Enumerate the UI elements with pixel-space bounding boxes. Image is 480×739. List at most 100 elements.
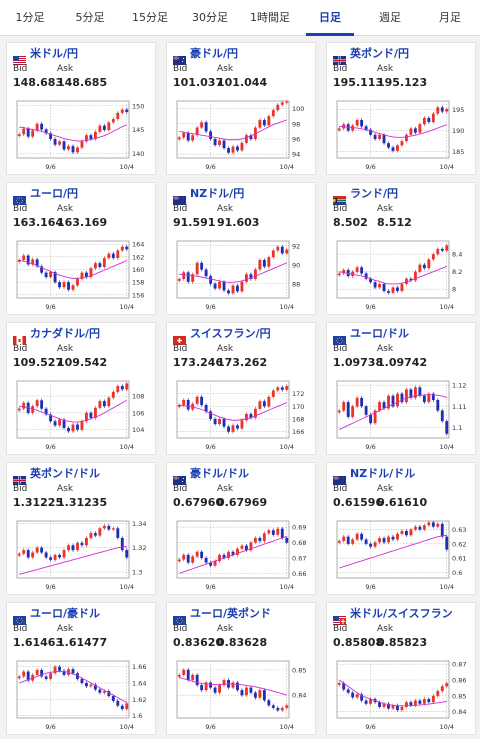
candle	[436, 523, 440, 527]
x-tick-label: 10/4	[439, 583, 454, 591]
candlestick-chart[interactable]: 1.12 1.11 1.1 9/6 10/4	[333, 377, 471, 452]
y-tick-label: 1.6	[132, 712, 142, 720]
candlestick-chart[interactable]: 0.69 0.68 0.67 0.66 9/6 10/4	[173, 517, 311, 592]
candlestick-chart[interactable]: 92 90 88 9/6 10/4	[173, 237, 311, 312]
x-tick-label: 10/4	[439, 723, 454, 731]
pair-name-link[interactable]: 英ポンド/ドル	[30, 467, 101, 480]
pair-name-link[interactable]: カナダドル/円	[30, 327, 101, 340]
currency-card[interactable]: 英ポンド/ドル Bid Ask 1.31225 1.31235 1.34 1.32 1.3 9/…	[6, 462, 156, 595]
candle	[364, 539, 368, 544]
candle	[120, 386, 124, 390]
candlestick-chart[interactable]: 1.34 1.32 1.3 9/6 10/4	[13, 517, 151, 592]
currency-card[interactable]: NZドル/ドル Bid Ask 0.61596 0.61610 0.63 0.62 0.61 0…	[326, 462, 476, 595]
pair-name-link[interactable]: 豪ドル/ドル	[190, 467, 250, 480]
candle	[285, 101, 289, 103]
candle	[355, 267, 359, 272]
bid-label: Bid	[13, 344, 28, 354]
pair-name-link[interactable]: ユーロ/豪ドル	[30, 607, 101, 620]
pair-name-link[interactable]: 豪ドル/円	[190, 47, 239, 60]
pair-name-link[interactable]: 英ポンド/円	[350, 47, 410, 60]
bid-label: Bid	[173, 484, 188, 494]
pair-name-link[interactable]: スイスフラン/円	[190, 327, 271, 340]
candlestick-chart[interactable]: 8.4 8.2 8 9/6 10/4	[333, 237, 471, 312]
flag-icon	[333, 610, 346, 625]
ask-label: Ask	[57, 484, 74, 494]
candle	[236, 682, 239, 691]
y-tick-label: 1.32	[132, 544, 146, 552]
currency-card[interactable]: NZドル/円 Bid Ask 91.591 91.603 92 90 88 9/6 10/4	[166, 182, 316, 315]
currency-card[interactable]: 米ドル/スイスフラン Bid Ask 0.85808 0.85823 0.87 0.86 0.…	[326, 602, 476, 735]
pair-name-link[interactable]: NZドル/ドル	[350, 467, 416, 480]
tab-timeframe[interactable]: 30分足	[192, 11, 228, 24]
tab-timeframe[interactable]: 月足	[439, 11, 461, 24]
x-tick-label: 9/6	[45, 583, 55, 591]
y-tick-label: 185	[452, 148, 464, 156]
candle	[276, 528, 280, 535]
candle	[445, 109, 449, 112]
currency-card[interactable]: 豪ドル/円 Bid Ask 101.037 101.044 100 98 96 94 9/6 10/…	[166, 42, 316, 175]
currency-card[interactable]: カナダドル/円 Bid Ask 109.527 109.542 108 106 104 9/6 1…	[6, 322, 156, 455]
pair-name-link[interactable]: ユーロ/円	[30, 187, 79, 200]
currency-card[interactable]: 豪ドル/ドル Bid Ask 0.67960 0.67969 0.69 0.68 0.67 0.…	[166, 462, 316, 595]
candlestick-chart[interactable]: 0.87 0.86 0.85 0.84 9/6 10/4	[333, 657, 471, 732]
candlestick-chart[interactable]: 150 145 140 9/6 10/4	[13, 97, 151, 172]
pair-name-link[interactable]: ユーロ/ドル	[350, 327, 410, 340]
y-tick-label: 88	[292, 280, 300, 288]
candlestick-chart[interactable]: 164 162 160 158 156 9/6 10/4	[13, 237, 151, 312]
candle	[71, 285, 75, 290]
pair-name-link[interactable]: NZドル/円	[190, 187, 245, 200]
candlestick-chart[interactable]: 100 98 96 94 9/6 10/4	[173, 97, 311, 172]
candlestick-chart[interactable]: 1.66 1.64 1.62 1.6 9/6 10/4	[13, 657, 151, 732]
candlestick-chart[interactable]: 172 170 168 166 9/6 10/4	[173, 377, 311, 452]
currency-card[interactable]: ユーロ/円 Bid Ask 163.164 163.169 164 162 160 158 156…	[6, 182, 156, 315]
candle	[337, 273, 341, 276]
bid-price: 173.246	[173, 356, 224, 369]
candlestick-chart[interactable]: 0.63 0.62 0.61 0.6 9/6 10/4	[333, 517, 471, 592]
tab-timeframe[interactable]: 5分足	[75, 11, 105, 24]
currency-card[interactable]: ユーロ/豪ドル Bid Ask 1.61463 1.61477 1.66 1.64 1.62 1…	[6, 602, 156, 735]
candle	[31, 130, 35, 137]
candle	[71, 545, 75, 551]
currency-card[interactable]: ランド/円 Bid Ask 8.502 8.512 8.4 8.2 8 9/6 10/4	[326, 182, 476, 315]
candle	[76, 279, 79, 286]
tab-timeframe[interactable]: 1時間足	[250, 11, 290, 24]
candle	[26, 550, 30, 558]
candle	[67, 427, 70, 432]
candle	[111, 528, 115, 530]
currency-card[interactable]: スイスフラン/円 Bid Ask 173.246 173.262 172 170 168 166…	[166, 322, 316, 455]
tab-timeframe[interactable]: 1分足	[15, 11, 45, 24]
tab-timeframe[interactable]: 15分足	[132, 11, 168, 24]
candlestick-chart[interactable]: 108 106 104 9/6 10/4	[13, 377, 151, 452]
candle	[182, 132, 186, 138]
pair-name-link[interactable]: ランド/円	[350, 187, 399, 200]
candle	[249, 687, 253, 693]
tab-timeframe[interactable]: 日足	[300, 0, 360, 36]
y-tick-label: 1.3	[132, 568, 142, 576]
candle	[364, 700, 368, 704]
currency-card[interactable]: 米ドル/円 Bid Ask 148.683 148.685 150 145 140 9/6 10/…	[6, 42, 156, 175]
x-tick-label: 9/6	[45, 303, 55, 311]
y-tick-label: 150	[132, 102, 144, 110]
pair-name-link[interactable]: 米ドル/スイスフラン	[350, 607, 453, 620]
candle	[418, 124, 422, 133]
candle	[240, 690, 244, 696]
pair-name-link[interactable]: 米ドル/円	[30, 47, 79, 60]
candle	[436, 107, 440, 114]
candle	[102, 691, 106, 693]
y-tick-label: 106	[132, 409, 144, 417]
y-tick-label: 0.84	[452, 708, 466, 716]
y-tick-label: 0.69	[292, 524, 306, 532]
candlestick-chart[interactable]: 195 190 185 9/6 10/4	[333, 97, 471, 172]
candle	[337, 683, 341, 685]
ask-label: Ask	[217, 204, 234, 214]
flag-icon	[13, 190, 26, 205]
candlestick-chart[interactable]: 0.85 0.84 9/6 10/4	[173, 657, 311, 732]
candle	[85, 682, 88, 687]
currency-card[interactable]: 英ポンド/円 Bid Ask 195.113 195.123 195 190 185 9/6 10…	[326, 42, 476, 175]
currency-card[interactable]: ユーロ/ドル Bid Ask 1.09738 1.09742 1.12 1.11 1.1 9/6…	[326, 322, 476, 455]
currency-card[interactable]: ユーロ/英ポンド Bid Ask 0.83620 0.83628 0.85 0.84 9/6 1…	[166, 602, 316, 735]
pair-name-link[interactable]: ユーロ/英ポンド	[190, 607, 272, 620]
tab-timeframe[interactable]: 週足	[379, 11, 401, 24]
candle	[249, 274, 253, 279]
candle	[227, 426, 230, 432]
